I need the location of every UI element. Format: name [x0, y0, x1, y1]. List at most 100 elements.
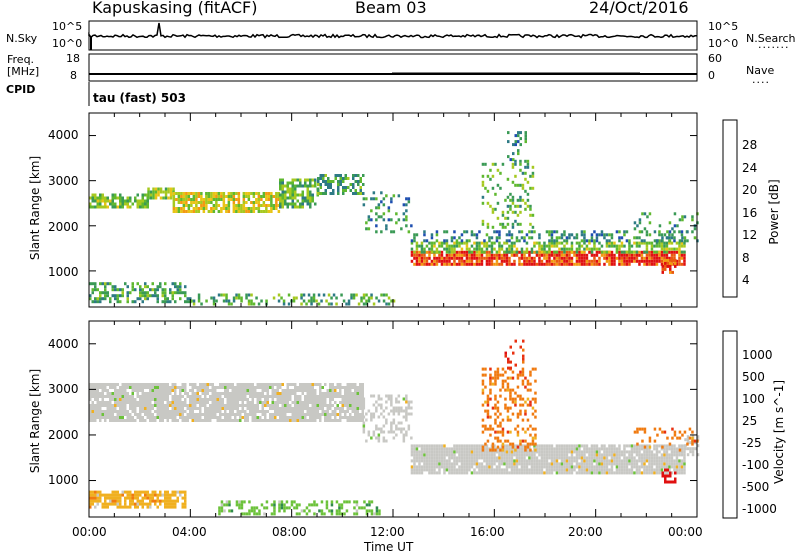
velocity-cell: [395, 406, 398, 410]
power-cell: [681, 236, 684, 240]
power-cell: [172, 210, 176, 213]
velocity-cell: [199, 407, 202, 410]
velocity-cell: [578, 444, 581, 448]
power-cell: [453, 250, 456, 254]
power-cell: [620, 241, 624, 245]
velocity-cell: [111, 407, 114, 410]
power-cell: [310, 296, 313, 300]
velocity-cell: [269, 386, 272, 389]
velocity-cell: [510, 462, 514, 466]
power-cell: [443, 262, 446, 266]
velocity-cell: [460, 456, 464, 460]
power-cell: [227, 302, 231, 306]
velocity-cell: [583, 447, 586, 451]
velocity-cell: [485, 468, 489, 472]
velocity-cell: [101, 410, 104, 413]
power-cell: [195, 204, 198, 207]
velocity-cell: [209, 404, 212, 407]
power-cell: [279, 178, 282, 182]
velocity-cell: [251, 392, 254, 395]
velocity-cell: [249, 401, 252, 404]
velocity-cell: [413, 447, 416, 451]
velocity-cell: [570, 465, 574, 469]
velocity-cell: [349, 416, 352, 419]
velocity-cell: [453, 447, 456, 451]
velocity-cell: [372, 430, 376, 434]
velocity-cell: [392, 418, 396, 422]
velocity-cell: [495, 471, 499, 475]
velocity-cell: [344, 386, 347, 389]
velocity-cell: [284, 416, 287, 419]
velocity-cell: [216, 410, 219, 413]
power-cell: [304, 184, 307, 188]
velocity-cell: [244, 404, 247, 407]
velocity-cell: [570, 471, 574, 475]
power-cell: [176, 288, 179, 292]
power-cell: [257, 195, 261, 198]
velocity-cell: [563, 471, 566, 475]
power-cell: [257, 198, 261, 201]
velocity-cell: [448, 459, 451, 463]
velocity-cell: [354, 413, 357, 416]
power-cell: [558, 256, 561, 260]
power-cell: [504, 216, 507, 220]
velocity-cell: [543, 465, 546, 469]
velocity-cell: [533, 462, 536, 466]
velocity-cell: [251, 419, 254, 422]
velocity-cell: [129, 416, 132, 419]
velocity-cell: [211, 389, 214, 392]
power-cell: [496, 168, 500, 172]
power-cell: [668, 250, 671, 254]
velocity-cell: [301, 416, 304, 419]
power-cell: [628, 244, 631, 248]
power-cell: [640, 259, 644, 263]
power-cell: [550, 241, 554, 245]
power-cell: [630, 244, 634, 248]
velocity-cell: [189, 407, 192, 410]
velocity-cell: [176, 496, 179, 500]
power-cell: [440, 256, 444, 260]
velocity-cell: [510, 468, 514, 472]
power-cell: [618, 250, 621, 254]
velocity-cell: [387, 397, 391, 401]
power-cell: [195, 198, 198, 201]
power-cell: [317, 183, 320, 186]
power-cell: [300, 296, 303, 300]
velocity-cell: [196, 407, 199, 410]
velocity-cell: [509, 418, 512, 422]
power-cell: [349, 183, 352, 186]
power-cell: [299, 181, 302, 185]
power-cell: [530, 230, 534, 234]
power-cell: [490, 259, 494, 263]
power-cell: [450, 256, 454, 260]
velocity-cell: [319, 383, 322, 386]
power-cell: [360, 299, 363, 303]
velocity-cell: [493, 453, 496, 457]
velocity-cell: [136, 499, 139, 503]
power-cell: [678, 259, 681, 263]
power-cell: [500, 262, 504, 266]
velocity-cell: [116, 419, 119, 422]
power-cell: [693, 227, 697, 231]
velocity-cell: [171, 410, 174, 413]
power-cell: [139, 205, 142, 209]
power-cell: [257, 207, 261, 210]
power-cell: [289, 190, 292, 194]
velocity-cell: [251, 410, 254, 413]
nsky-label: N.Sky: [6, 32, 38, 45]
velocity-cell: [486, 415, 490, 419]
velocity-cell: [392, 436, 396, 440]
power-cell: [653, 256, 656, 260]
velocity-cell: [311, 416, 314, 419]
velocity-cell: [500, 453, 504, 457]
velocity-cell: [209, 383, 212, 386]
power-cell: [488, 256, 491, 260]
velocity-cell: [638, 465, 641, 469]
power-cell: [445, 230, 449, 234]
power-cell: [608, 239, 611, 243]
velocity-cell: [279, 413, 282, 416]
power-cell: [666, 261, 669, 265]
power-cell: [465, 259, 469, 263]
velocity-cell: [334, 386, 337, 389]
velocity-cell: [258, 509, 261, 513]
